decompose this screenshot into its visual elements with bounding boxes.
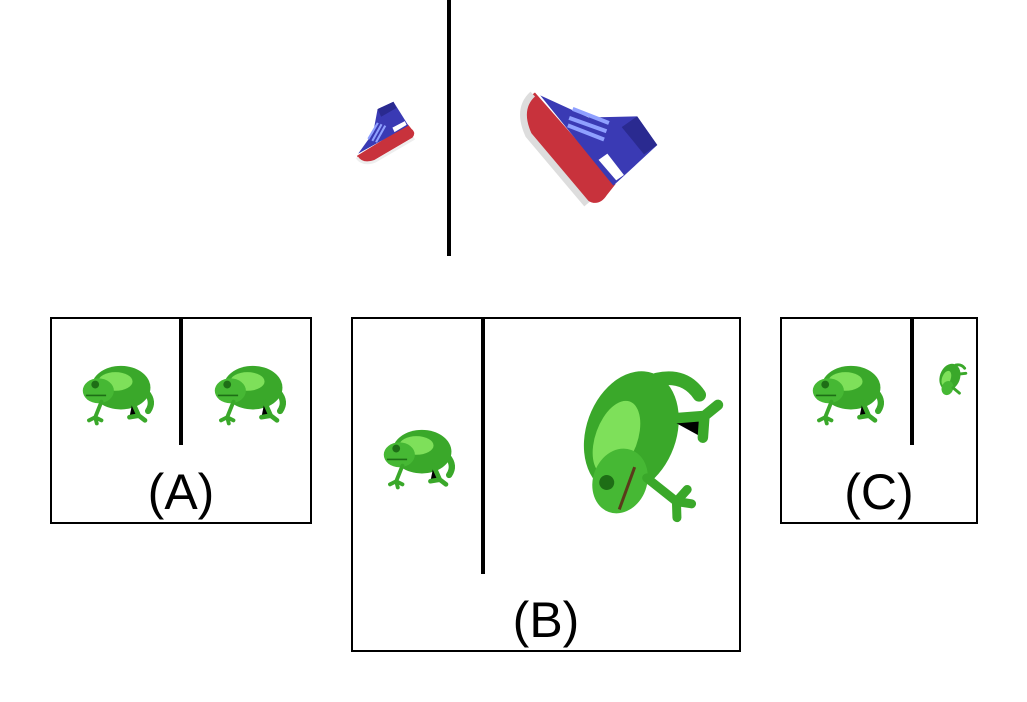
option-c-divider — [910, 319, 914, 445]
frog-icon — [812, 365, 884, 426]
sneaker-small-icon — [355, 101, 416, 165]
option-a-label: (A) — [147, 464, 215, 520]
option-b-panel[interactable]: (B) — [351, 317, 741, 652]
frog-icon — [214, 365, 286, 426]
sneaker-large-icon — [520, 91, 658, 207]
frog-icon — [82, 365, 154, 426]
frog-small-icon — [939, 363, 968, 396]
frog-large-icon — [583, 371, 724, 523]
example-divider — [447, 0, 451, 256]
option-c-panel[interactable]: (C) — [780, 317, 978, 524]
option-c-label: (C) — [844, 464, 914, 520]
option-a-divider — [179, 319, 183, 445]
option-a-panel[interactable]: (A) — [50, 317, 312, 524]
option-b-label: (B) — [512, 592, 580, 648]
frog-icon — [383, 429, 455, 490]
option-b-divider — [481, 319, 485, 574]
